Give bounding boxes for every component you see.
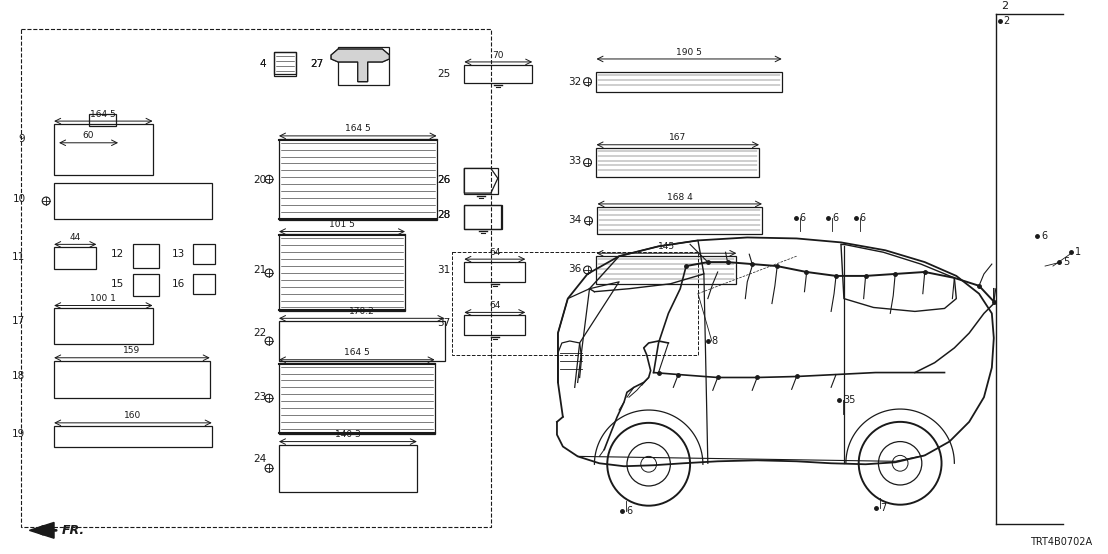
Bar [464, 262, 525, 282]
Text: 44: 44 [70, 233, 81, 242]
Text: 36: 36 [568, 264, 582, 274]
Bar [596, 72, 782, 91]
Bar [338, 47, 389, 85]
Bar [464, 65, 532, 83]
Text: 25: 25 [438, 69, 451, 79]
Text: 9: 9 [19, 134, 25, 144]
Text: 164 5: 164 5 [91, 110, 116, 119]
Text: 24: 24 [253, 454, 266, 464]
Bar [274, 52, 296, 76]
Bar [54, 183, 212, 219]
Bar [596, 148, 759, 177]
Bar [279, 363, 434, 434]
Text: 28: 28 [438, 210, 451, 220]
Bar [464, 315, 525, 335]
Text: 1: 1 [1075, 247, 1080, 257]
Text: 27: 27 [310, 59, 324, 69]
Bar [464, 168, 497, 194]
Bar [21, 29, 491, 527]
Bar [452, 252, 698, 355]
Bar [596, 256, 737, 284]
Text: 6: 6 [832, 213, 839, 223]
Text: 190 5: 190 5 [676, 48, 702, 57]
Text: 21: 21 [253, 265, 266, 275]
Text: 32: 32 [568, 76, 582, 86]
Text: 164 5: 164 5 [343, 348, 370, 357]
Text: 19: 19 [12, 429, 25, 439]
Bar [193, 274, 215, 294]
Text: 70: 70 [493, 50, 504, 59]
Bar [54, 426, 212, 448]
Polygon shape [331, 49, 389, 81]
Text: 33: 33 [568, 156, 582, 166]
Text: 37: 37 [438, 318, 451, 329]
Text: 26: 26 [438, 175, 451, 185]
Bar [464, 205, 502, 229]
Text: 16: 16 [172, 279, 185, 289]
Text: 35: 35 [843, 395, 855, 405]
Text: 160: 160 [124, 412, 142, 420]
Text: 164 5: 164 5 [345, 125, 371, 134]
Text: 64: 64 [489, 248, 501, 257]
Text: 64: 64 [489, 301, 501, 310]
Text: 13: 13 [172, 249, 185, 259]
Text: 31: 31 [438, 265, 451, 275]
Text: FR.: FR. [62, 524, 85, 537]
Text: 167: 167 [669, 134, 686, 142]
Bar [274, 52, 296, 74]
Text: 2: 2 [1004, 16, 1009, 25]
Text: 12: 12 [111, 249, 124, 259]
Bar [279, 321, 444, 361]
Text: 6: 6 [800, 213, 806, 223]
Text: 140 3: 140 3 [335, 430, 361, 439]
Bar [279, 234, 406, 311]
Bar [54, 124, 153, 175]
Bar [133, 274, 158, 296]
Bar [54, 309, 153, 344]
Text: 20: 20 [253, 175, 266, 185]
Polygon shape [30, 522, 54, 538]
Text: 4: 4 [259, 59, 266, 69]
Text: 27: 27 [310, 59, 324, 69]
Text: 7: 7 [881, 502, 886, 512]
Text: 101 5: 101 5 [329, 220, 355, 229]
Bar [193, 244, 215, 264]
Bar [54, 361, 209, 398]
Bar [133, 244, 158, 268]
Text: 17: 17 [12, 316, 25, 326]
Text: 8: 8 [711, 336, 718, 346]
Text: 170.2: 170.2 [349, 307, 375, 316]
Text: 6: 6 [626, 506, 632, 516]
Bar [89, 114, 116, 126]
Bar [597, 207, 762, 234]
Text: 4: 4 [259, 59, 266, 69]
Text: TRT4B0702A: TRT4B0702A [1030, 537, 1092, 547]
Text: 23: 23 [253, 392, 266, 402]
Bar [279, 444, 417, 492]
Text: 10: 10 [12, 194, 25, 204]
Text: 5: 5 [1063, 257, 1069, 267]
Text: 145: 145 [658, 242, 675, 251]
Text: 11: 11 [12, 252, 25, 262]
Text: 28: 28 [438, 210, 451, 220]
Text: 6: 6 [1042, 232, 1047, 242]
Text: 60: 60 [83, 131, 94, 140]
Bar [279, 139, 437, 220]
Text: 6: 6 [860, 213, 865, 223]
Bar [54, 247, 96, 269]
Text: 15: 15 [111, 279, 124, 289]
Text: 22: 22 [253, 328, 266, 338]
Text: 2: 2 [1001, 1, 1008, 11]
Text: 18: 18 [12, 371, 25, 381]
Text: 26: 26 [438, 175, 451, 185]
Text: 159: 159 [123, 346, 141, 355]
Text: 34: 34 [568, 215, 582, 225]
Text: 168 4: 168 4 [667, 193, 692, 202]
Text: 100 1: 100 1 [91, 294, 116, 303]
